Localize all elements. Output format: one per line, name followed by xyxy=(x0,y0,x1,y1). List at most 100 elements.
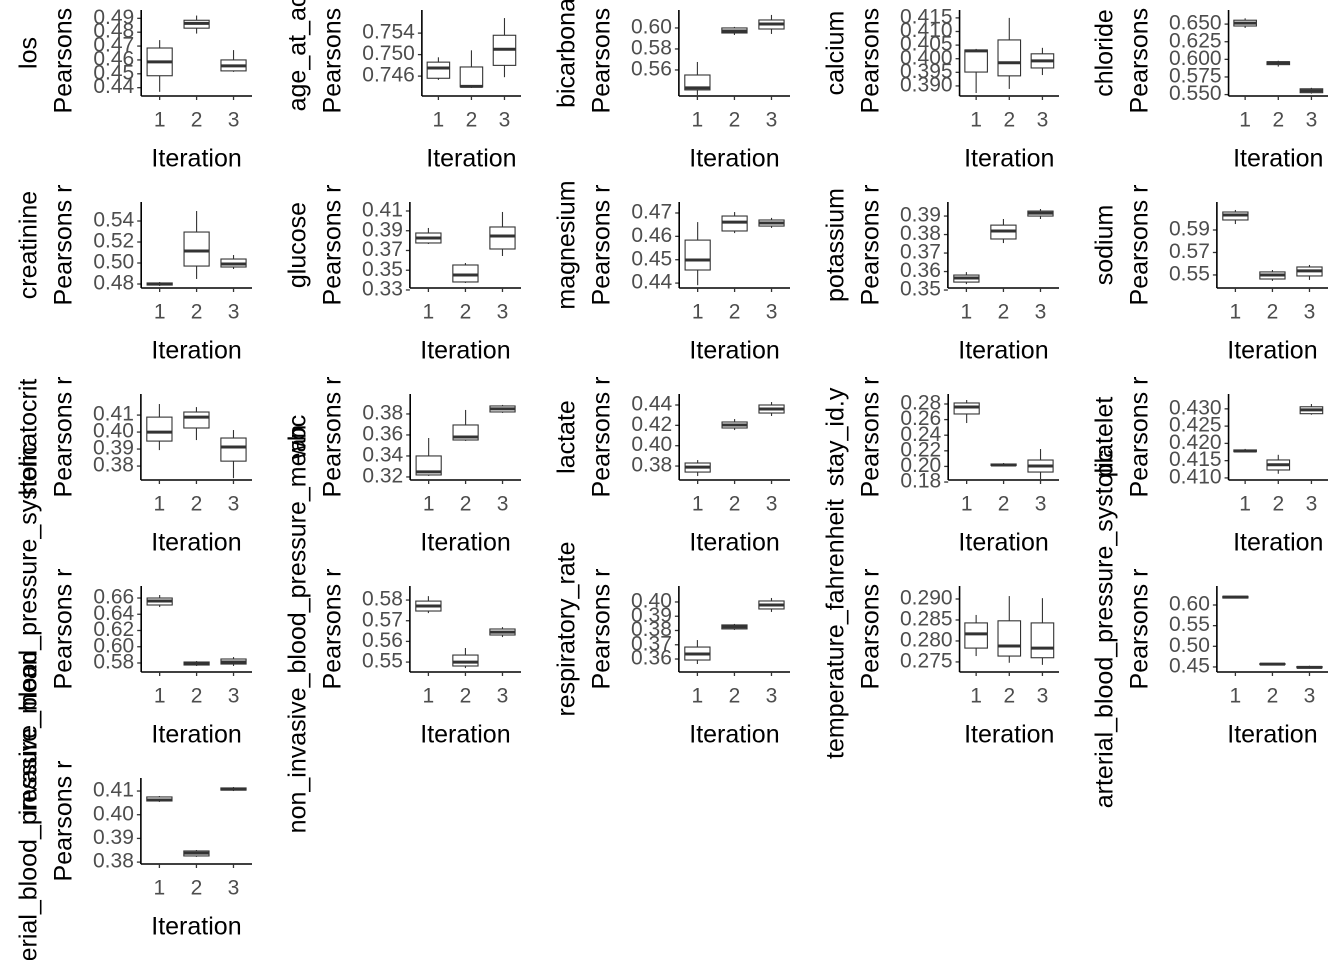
panel-variable-label: lactate xyxy=(553,400,581,474)
y-tick-label: 0.18 xyxy=(900,470,941,493)
y-axis-label: Pearsons r xyxy=(588,0,616,113)
box xyxy=(415,455,442,476)
x-tick-label: 3 xyxy=(766,301,778,324)
box xyxy=(1030,622,1055,659)
x-tick-label: 2 xyxy=(729,301,741,324)
box xyxy=(183,231,210,267)
y-axis-label: Pearsons r xyxy=(857,185,885,306)
x-axis-label: Iteration xyxy=(964,145,1054,173)
y-tick-label: 0.40 xyxy=(631,590,672,613)
x-tick-label: 1 xyxy=(154,109,166,132)
y-axis-label: Pearsons r xyxy=(588,185,616,306)
x-axis-label: Iteration xyxy=(689,145,779,173)
x-tick-label: 3 xyxy=(497,301,509,324)
x-tick-label: 3 xyxy=(1304,301,1316,324)
y-axis-label: Pearsons r xyxy=(319,0,347,113)
x-tick-label: 3 xyxy=(1306,493,1318,516)
box xyxy=(684,239,711,271)
y-tick-label: 0.39 xyxy=(93,826,134,849)
x-axis-label: Iteration xyxy=(151,337,241,365)
x-tick-label: 3 xyxy=(499,109,511,132)
x-axis-label: Iteration xyxy=(151,721,241,749)
x-axis-label: Iteration xyxy=(420,337,510,365)
x-axis-label: Iteration xyxy=(420,721,510,749)
y-axis-label: Pearsons r xyxy=(50,377,78,498)
y-tick-label: 0.57 xyxy=(362,608,403,631)
y-tick-label: 0.405 xyxy=(900,33,953,56)
x-axis-label: Iteration xyxy=(426,145,516,173)
y-tick-label: 0.39 xyxy=(93,437,134,460)
y-tick-label: 0.37 xyxy=(362,238,403,261)
box xyxy=(489,226,516,250)
y-tick-label: 0.50 xyxy=(93,251,134,274)
y-tick-label: 0.390 xyxy=(900,73,953,96)
y-tick-label: 0.37 xyxy=(631,632,672,655)
x-tick-label: 1 xyxy=(433,109,445,132)
panel-variable-label: calcium xyxy=(822,11,850,96)
x-tick-label: 2 xyxy=(998,301,1010,324)
y-tick-label: 0.24 xyxy=(900,423,941,446)
y-tick-label: 0.28 xyxy=(900,392,941,415)
y-tick-label: 0.50 xyxy=(1169,634,1210,657)
y-tick-label: 0.52 xyxy=(93,230,134,253)
y-tick-label: 0.45 xyxy=(93,61,134,84)
x-tick-label: 1 xyxy=(154,685,166,708)
y-tick-label: 0.45 xyxy=(631,247,672,270)
panel-variable-label: respiratory_rate xyxy=(553,541,581,716)
y-tick-label: 0.280 xyxy=(900,629,953,652)
x-tick-label: 1 xyxy=(692,685,704,708)
panel-variable-label: invasive_blood_pressure_systolic xyxy=(15,443,43,815)
y-tick-label: 0.41 xyxy=(93,403,134,426)
x-tick-label: 2 xyxy=(1003,685,1015,708)
y-tick-label: 0.42 xyxy=(631,413,672,436)
y-tick-label: 0.32 xyxy=(362,465,403,488)
box xyxy=(997,620,1022,657)
y-tick-label: 0.285 xyxy=(900,608,953,631)
y-tick-label: 0.38 xyxy=(631,618,672,641)
x-tick-label: 1 xyxy=(692,109,704,132)
y-tick-label: 0.38 xyxy=(93,454,134,477)
y-tick-label: 0.58 xyxy=(93,651,134,674)
x-tick-label: 1 xyxy=(423,685,435,708)
y-tick-label: 0.59 xyxy=(1169,218,1210,241)
panel-variable-label: creatinine xyxy=(15,191,43,299)
y-tick-label: 0.415 xyxy=(900,5,953,28)
y-tick-label: 0.39 xyxy=(362,218,403,241)
x-tick-label: 1 xyxy=(961,493,973,516)
x-tick-label: 2 xyxy=(998,493,1010,516)
x-axis-label: Iteration xyxy=(420,529,510,557)
box xyxy=(452,654,479,667)
panel-variable-label: magnesium xyxy=(553,180,581,309)
panel-variable-label: platelet xyxy=(1091,397,1119,478)
x-axis-label: Iteration xyxy=(151,529,241,557)
y-tick-label: 0.35 xyxy=(362,258,403,281)
panel-variable-label: sodium xyxy=(1091,205,1119,286)
panel-variable-label: stay_id.y xyxy=(822,387,850,486)
y-tick-label: 0.44 xyxy=(631,393,672,416)
panel-variable-label: arterial_blood_pressure_mean xyxy=(15,651,43,960)
y-tick-label: 0.56 xyxy=(362,629,403,652)
y-axis-label: Pearsons r xyxy=(1126,569,1154,690)
x-tick-label: 1 xyxy=(1239,109,1251,132)
panel-variable-label: wbc xyxy=(284,415,312,460)
panel-variable-label: hematocrit xyxy=(15,379,43,496)
x-tick-label: 1 xyxy=(1230,301,1242,324)
y-tick-label: 0.55 xyxy=(1169,263,1210,286)
y-tick-label: 0.60 xyxy=(1169,593,1210,616)
box xyxy=(684,74,711,91)
x-tick-label: 3 xyxy=(497,493,509,516)
x-axis-label: Iteration xyxy=(689,529,779,557)
y-tick-label: 0.39 xyxy=(631,604,672,627)
y-tick-label: 0.64 xyxy=(93,602,134,625)
y-tick-label: 0.66 xyxy=(93,586,134,609)
y-tick-label: 0.34 xyxy=(362,444,403,467)
y-tick-label: 0.45 xyxy=(1169,655,1210,678)
y-axis-label: Pearsons r xyxy=(50,0,78,113)
y-tick-label: 0.33 xyxy=(362,278,403,301)
x-tick-label: 3 xyxy=(1037,109,1049,132)
y-axis-label: Pearsons r xyxy=(50,761,78,882)
box xyxy=(220,437,247,462)
y-tick-label: 0.38 xyxy=(362,401,403,424)
